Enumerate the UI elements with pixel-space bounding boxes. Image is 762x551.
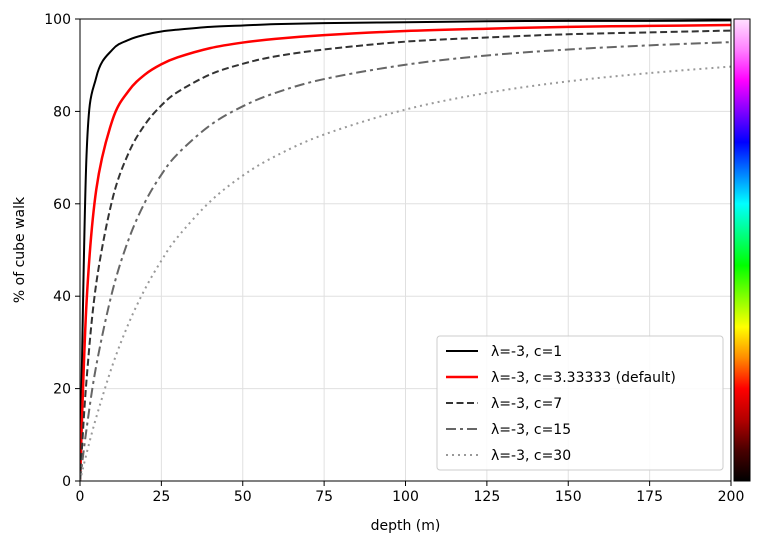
series-line-5 [80,65,731,481]
legend-label-5: λ=-3, c=30 [491,448,571,464]
series-line-3 [80,29,731,481]
series-layer [80,19,731,481]
legend: λ=-3, c=1 λ=-3, c=3.33333 (default) λ=-3, … [436,335,724,471]
x-tick-label: 50 [234,489,252,505]
x-tick-label: 200 [718,489,745,505]
x-tick-label: 175 [636,489,663,505]
y-tick-label: 40 [53,289,71,305]
series-line-4 [80,41,731,481]
colorbar-gradient [733,18,751,482]
x-tick-label: 100 [392,489,419,505]
x-tick-label: 75 [315,489,333,505]
x-axis-label: depth (m) [371,518,441,534]
series-line-1 [80,19,731,481]
y-tick-label: 60 [53,197,71,213]
legend-label-4: λ=-3, c=15 [491,422,571,438]
x-tick-label: 0 [76,489,85,505]
grid-lines [79,18,732,482]
legend-box [436,335,724,471]
colorbar [733,18,751,482]
x-tick-label: 150 [555,489,582,505]
x-tick-label: 25 [152,489,170,505]
legend-label-3: λ=-3, c=7 [491,396,562,412]
series-line-2 [80,23,731,481]
y-tick-label: 100 [44,12,71,28]
x-axis-ticks: 0 25 50 75 100 125 150 175 200 [76,481,745,505]
y-tick-label: 80 [53,104,71,120]
y-tick-label: 20 [53,382,71,398]
y-tick-label: 0 [62,474,71,490]
legend-label-2: λ=-3, c=3.33333 (default) [491,370,676,386]
x-tick-label: 125 [474,489,501,505]
y-axis-label: % of cube walk [12,196,28,303]
legend-label-1: λ=-3, c=1 [491,344,562,360]
y-axis-ticks: 0 20 40 60 80 100 [44,12,80,490]
